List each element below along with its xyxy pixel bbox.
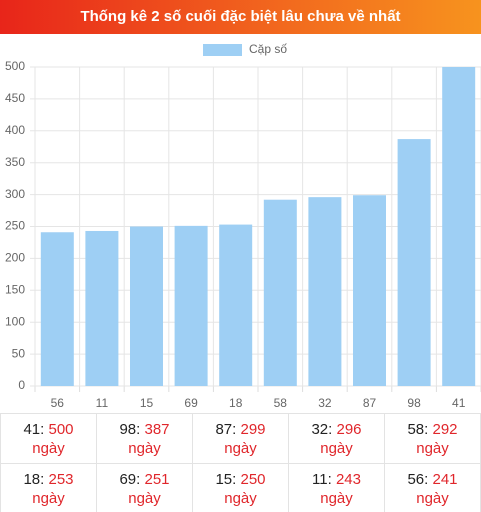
unit: ngày [320,439,353,457]
days: 250 [240,470,266,488]
unit: ngày [32,439,65,457]
days: 500 [48,420,74,438]
header-title: Thống kê 2 số cuối đặc biệt lâu chưa về … [0,0,481,34]
days: 299 [240,420,266,438]
x-tick-label: 41 [452,396,466,410]
table-cell: 32: 296 ngày [288,413,385,464]
x-tick-label: 15 [140,396,154,410]
pair: 98: [119,420,141,438]
bar [40,232,74,386]
table-cell: 41: 500 ngày [0,413,97,464]
days: 241 [432,470,458,488]
unit: ngày [320,489,353,507]
bar [352,195,387,386]
table-cell: 98: 387 ngày [96,413,193,464]
days: 292 [432,420,458,438]
y-tick-label: 300 [5,187,25,201]
y-tick-label: 200 [5,251,25,265]
bar [263,199,297,386]
y-tick-label: 150 [5,282,25,296]
table-cell: 11: 243 ngày [288,463,385,512]
bar [308,197,342,386]
table-row: 41: 500 ngày 98: 387 ngày 87: 299 ngày 32: 296… [0,413,481,464]
bar [397,139,431,386]
unit: ngày [416,489,449,507]
table-cell: 87: 299 ngày [192,413,289,464]
pair: 32: [311,420,333,438]
legend-swatch [203,44,242,56]
table-cell: 15: 250 ngày [192,463,289,512]
y-tick-label: 400 [5,123,25,137]
legend-label: Cặp số [249,42,287,56]
days: 243 [335,470,361,488]
table-cell: 18: 253 ngày [0,463,97,512]
y-tick-label: 500 [5,59,25,73]
y-tick-label: 250 [5,219,25,233]
days: 387 [144,420,170,438]
x-tick-label: 32 [318,396,332,410]
unit: ngày [224,489,257,507]
pair: 11: [312,470,332,488]
days: 251 [144,470,170,488]
x-tick-label: 69 [184,396,198,410]
unit: ngày [128,489,161,507]
bar [442,67,476,386]
pair: 18: [23,470,45,488]
y-tick-label: 0 [18,378,25,392]
x-tick-label: 11 [96,396,109,410]
table-cell: 69: 251 ngày [96,463,193,512]
y-tick-label: 100 [5,314,25,328]
unit: ngày [128,439,161,457]
y-tick-label: 350 [5,155,25,169]
chart: Cặp số 0 50 100 150 200 250 300 350 400 450 500 56 11… [5,42,481,410]
bar [129,226,164,386]
pair: 15: [215,470,237,488]
unit: ngày [32,489,65,507]
x-tick-label: 98 [407,396,421,410]
table-row: 18: 253 ngày 69: 251 ngày 15: 250 ngày 11: 243… [0,463,481,512]
table-cell: 58: 292 ngày [384,413,481,464]
stats-table: 41: 500 ngày 98: 387 ngày 87: 299 ngày 32: 296… [0,413,481,512]
bar [174,225,208,386]
x-tick-label: 56 [51,396,65,410]
unit: ngày [416,439,449,457]
y-tick-label: 450 [5,91,25,105]
x-tick-label: 58 [274,396,288,410]
pair: 58: [407,420,429,438]
pair: 56: [407,470,429,488]
table-cell: 56: 241 ngày [384,463,481,512]
days: 296 [336,420,362,438]
x-tick-label: 87 [363,396,377,410]
pair: 41: [23,420,45,438]
y-tick-label: 50 [12,346,26,360]
unit: ngày [224,439,257,457]
pair: 87: [215,420,237,438]
bar [219,224,253,386]
bar [85,230,119,386]
pair: 69: [119,470,141,488]
days: 253 [48,470,74,488]
x-tick-label: 18 [229,396,243,410]
